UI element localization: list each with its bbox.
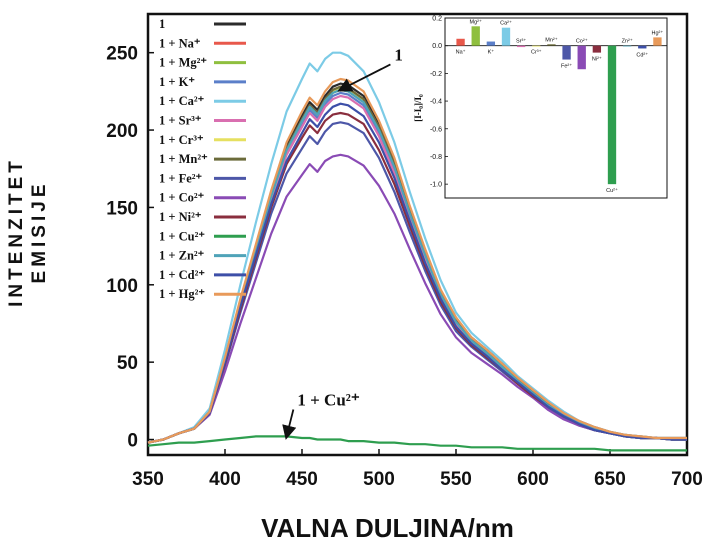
inset-bar — [622, 45, 632, 47]
y-axis-title-line2: EMISIJE — [29, 181, 50, 284]
inset-frame — [444, 17, 668, 199]
inset-bar-label: Na⁺ — [456, 49, 466, 56]
inset-bar — [577, 45, 586, 70]
legend-label: 1 + Cd²⁺ — [159, 268, 205, 282]
x-tick-label: 400 — [209, 469, 241, 490]
y-tick-label: 100 — [106, 276, 138, 297]
inset-bar — [532, 45, 541, 47]
legend-label: 1 + Hg²⁺ — [159, 287, 205, 301]
x-tick-label: 650 — [594, 469, 626, 490]
x-tick-label: 450 — [286, 469, 318, 490]
inset-bar — [547, 44, 556, 46]
inset-bar-label: Co²⁺ — [576, 38, 588, 45]
inset-bar-label: Cd²⁺ — [636, 51, 648, 58]
legend-label: 1 + Cr³⁺ — [159, 133, 204, 147]
annotation-label: 1 — [394, 45, 403, 64]
inset-y-axis-title: [I-I₀]/I₀ — [413, 94, 423, 122]
x-tick-label: 550 — [440, 469, 472, 490]
annotation-label: 1 + Cu²⁺ — [297, 390, 360, 409]
y-tick-label: 150 — [106, 198, 138, 219]
inset-bar — [471, 26, 480, 46]
inset-bar-label: K⁺ — [488, 49, 495, 56]
series-line — [147, 435, 687, 452]
inset-bar-label: Ca²⁺ — [500, 20, 512, 27]
legend-label: 1 + Sr³⁺ — [159, 114, 202, 128]
inset-bar-label: Cr³⁺ — [531, 49, 542, 56]
legend-label: 1 + Mn²⁺ — [159, 152, 208, 166]
inset-bar — [501, 27, 511, 46]
y-tick-label: 250 — [106, 44, 138, 65]
inset-bar — [607, 45, 617, 185]
legend-label: 1 + Cu²⁺ — [159, 229, 205, 243]
inset-bar-label: Cu²⁺ — [606, 187, 618, 194]
inset-bar-label: Hg²⁺ — [652, 29, 664, 36]
legend-label: 1 + Zn²⁺ — [159, 249, 205, 263]
y-axis-title-line1: INTENZITET — [6, 157, 27, 307]
series-line — [147, 102, 687, 444]
inset-bar — [456, 38, 465, 46]
annotation-arrow — [337, 63, 391, 92]
inset-bar-label: Sr³⁺ — [516, 38, 526, 45]
inset-bar — [638, 45, 647, 49]
inset-bar — [562, 45, 571, 60]
y-tick-label: 50 — [117, 353, 138, 374]
series-line — [147, 77, 687, 444]
inset-bar — [653, 37, 662, 46]
inset-bar-label: Mn²⁺ — [545, 36, 557, 43]
inset-bar — [486, 41, 496, 46]
inset-bar-label: Ni²⁺ — [592, 56, 602, 63]
inset-bar — [516, 45, 526, 48]
legend-label: 1 + Fe²⁺ — [159, 171, 203, 185]
inset-y-tick-label: -0.6 — [430, 126, 442, 133]
inset-bar-chart: 0.2 0.0 -0.2 -0.4 -0.6 -0.8 -1.0 [I-I₀]/I₀ Na⁺ Mg… — [413, 16, 668, 199]
legend-label: 1 — [159, 17, 165, 31]
y-tick-label: 200 — [106, 121, 138, 142]
x-tick-label: 500 — [363, 469, 395, 490]
inset-bar-label: Mg²⁺ — [470, 18, 482, 25]
inset-bar-label: Zn²⁺ — [622, 38, 633, 45]
x-axis-title: VALNA DULJINA/nm — [261, 513, 514, 543]
legend-label: 1 + Ni²⁺ — [159, 210, 202, 224]
inset-y-tick-label: 0.0 — [432, 43, 442, 50]
legend-label: 1 + Co²⁺ — [159, 191, 205, 205]
annotation-arrow — [282, 409, 297, 440]
inset-y-tick-label: -1.0 — [430, 182, 442, 189]
inset-y-tick-label: -0.4 — [430, 99, 442, 106]
inset-y-tick-label: -0.2 — [430, 71, 442, 78]
x-tick-label: 700 — [671, 469, 703, 490]
x-tick-label: 350 — [132, 469, 164, 490]
y-tick-label: 0 — [127, 431, 138, 452]
x-tick-label: 600 — [517, 469, 549, 490]
inset-y-tick-label: 0.2 — [432, 16, 442, 23]
inset-y-tick-label: -0.8 — [430, 154, 442, 161]
inset-bar-label: Fe²⁺ — [561, 63, 572, 70]
legend-label: 1 + Mg²⁺ — [159, 56, 207, 70]
legend-label: 1 + K⁺ — [159, 75, 195, 89]
legend-label: 1 + Ca²⁺ — [159, 94, 205, 108]
inset-bar — [592, 45, 602, 53]
legend-label: 1 + Na⁺ — [159, 36, 201, 50]
